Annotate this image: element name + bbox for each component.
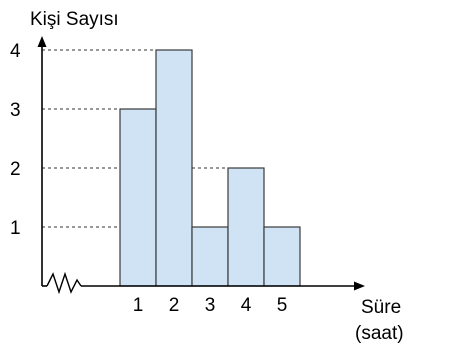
x-axis-title-line1: Süre <box>361 297 401 318</box>
x-tick-label-5: 5 <box>277 295 288 316</box>
bar-4 <box>227 167 265 287</box>
y-tick-labels: 1 2 3 4 <box>10 41 21 239</box>
axes-group <box>37 36 365 295</box>
x-tick-label-2: 2 <box>169 295 180 316</box>
y-tick-label-4: 4 <box>10 41 21 62</box>
x-tick-label-3: 3 <box>205 295 216 316</box>
x-tick-label-4: 4 <box>241 295 252 316</box>
y-axis-title: Kişi Sayısı <box>30 9 119 30</box>
y-tick-label-3: 3 <box>10 100 21 121</box>
bar-5 <box>263 226 301 287</box>
bar-3 <box>191 226 229 287</box>
x-tick-label-1: 1 <box>133 295 144 316</box>
x-tick-labels: 1 2 3 4 5 <box>133 295 288 316</box>
x-axis-arrow <box>354 281 365 291</box>
y-tick-label-1: 1 <box>10 218 21 239</box>
bar-2 <box>155 49 193 287</box>
bar-1 <box>119 108 157 287</box>
y-axis-arrow <box>37 36 47 47</box>
x-axis-title-line2: (saat) <box>355 323 404 344</box>
axis-break-zigzag <box>46 271 82 295</box>
y-tick-label-2: 2 <box>10 159 21 180</box>
